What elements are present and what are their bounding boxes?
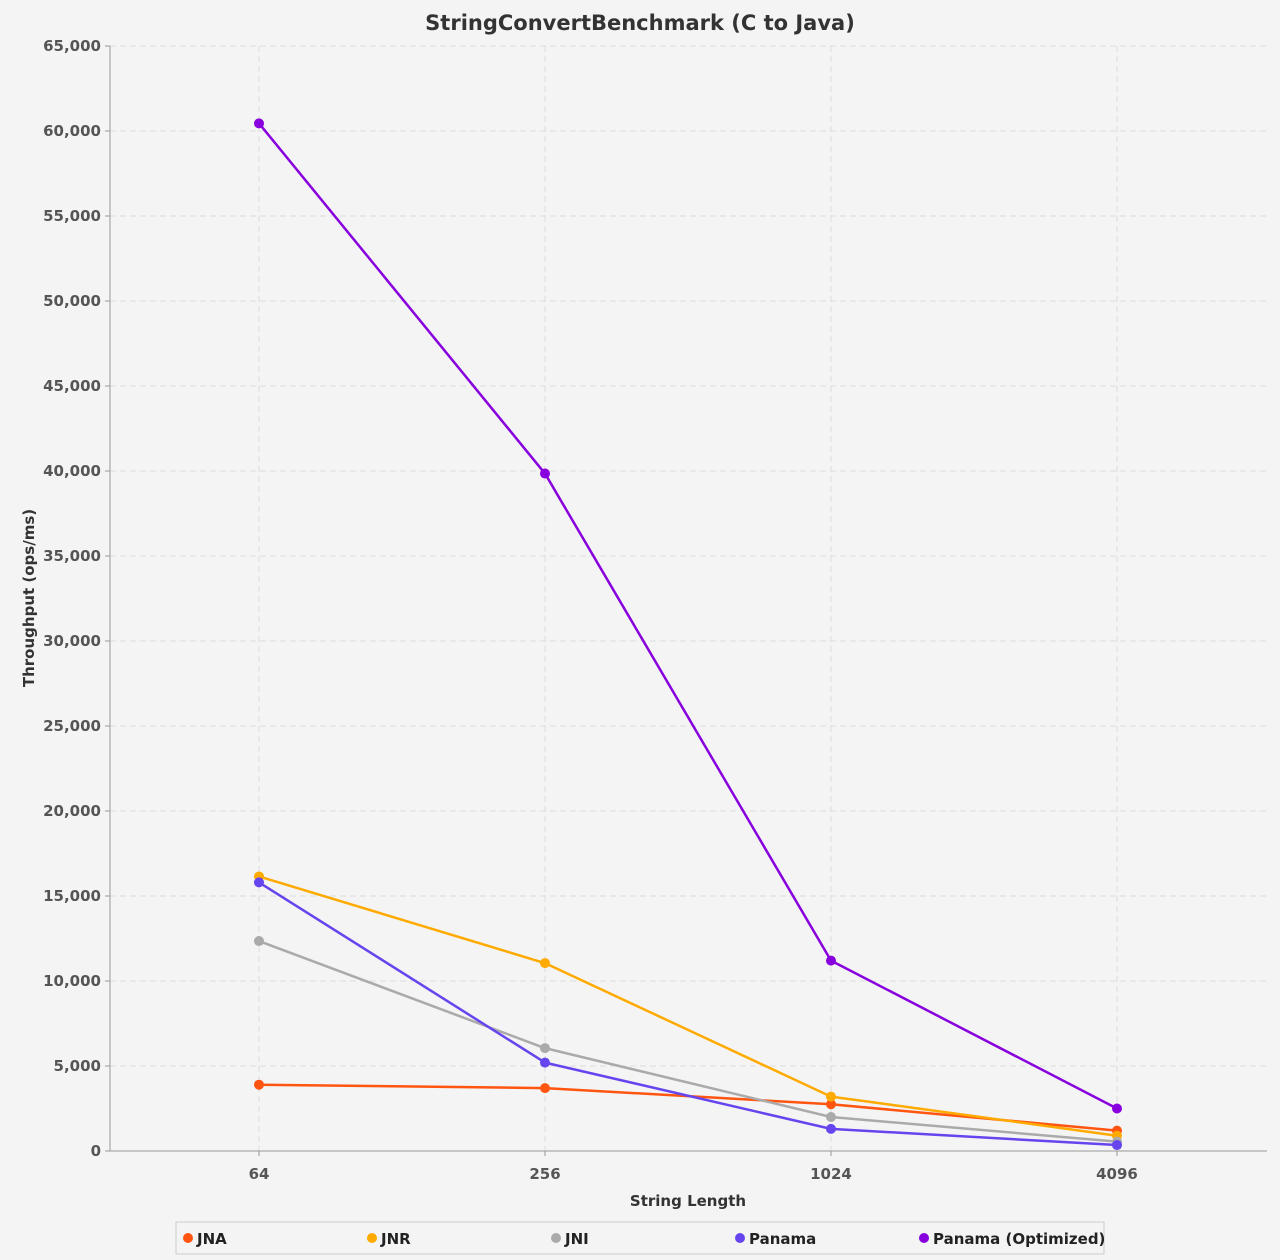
y-tick-label: 45,000 bbox=[43, 377, 101, 395]
series-line-jni bbox=[258, 939, 1118, 1143]
y-tick-label: 35,000 bbox=[43, 547, 101, 565]
chart-title: StringConvertBenchmark (C to Java) bbox=[425, 11, 855, 35]
y-tick-label: 60,000 bbox=[43, 122, 101, 140]
y-tick-label: 20,000 bbox=[43, 802, 101, 820]
legend-label: JNA bbox=[196, 1230, 227, 1248]
series-jni bbox=[254, 936, 1122, 1147]
series-panama-optimized bbox=[254, 118, 1122, 1114]
legend-label: Panama bbox=[749, 1230, 816, 1248]
legend-marker bbox=[735, 1233, 745, 1243]
legend-item-panama: Panama bbox=[735, 1230, 816, 1248]
legend-marker bbox=[919, 1233, 929, 1243]
legend-marker bbox=[183, 1233, 193, 1243]
series-layer bbox=[254, 118, 1122, 1151]
data-point-jni bbox=[540, 1043, 550, 1054]
x-tick-label: 1024 bbox=[810, 1165, 852, 1183]
legend-label: JNR bbox=[380, 1230, 411, 1248]
data-point-panama-optimized bbox=[1112, 1103, 1122, 1114]
y-tick-label: 40,000 bbox=[43, 462, 101, 480]
x-tick-label: 64 bbox=[249, 1165, 270, 1183]
legend-item-panama-optimized: Panama (Optimized) bbox=[919, 1230, 1105, 1248]
series-panama bbox=[254, 877, 1122, 1151]
y-tick-label: 15,000 bbox=[43, 887, 101, 905]
y-tick-label: 10,000 bbox=[43, 972, 101, 990]
legend-item-jna: JNA bbox=[183, 1230, 227, 1248]
data-point-panama bbox=[1112, 1140, 1122, 1151]
y-tick-label: 55,000 bbox=[43, 207, 101, 225]
y-tick-label: 50,000 bbox=[43, 292, 101, 310]
data-point-panama bbox=[826, 1123, 836, 1134]
data-point-panama bbox=[540, 1057, 550, 1068]
legend-box bbox=[175, 1221, 1105, 1255]
legend-label: Panama (Optimized) bbox=[933, 1230, 1105, 1248]
legend-label: JNI bbox=[564, 1230, 589, 1248]
x-axis-ticks: 64 256 1024 4096 bbox=[249, 1151, 1138, 1183]
data-point-panama bbox=[254, 877, 264, 888]
y-tick-label: 25,000 bbox=[43, 717, 101, 735]
data-point-jna bbox=[826, 1099, 836, 1110]
series-line-panama-optimized bbox=[258, 122, 1118, 1110]
data-point-jni bbox=[826, 1112, 836, 1122]
data-point-panama-optimized bbox=[254, 118, 264, 129]
data-point-jnr bbox=[826, 1091, 836, 1102]
x-axis-title: String Length bbox=[630, 1192, 746, 1210]
y-tick-label: 5,000 bbox=[54, 1057, 101, 1075]
y-tick-label: 30,000 bbox=[43, 632, 101, 650]
plot-area: 0 5,000 10,000 15,000 20,000 25,000 30,000 35,0… bbox=[43, 37, 1267, 1183]
x-tick-label: 4096 bbox=[1096, 1165, 1138, 1183]
data-point-panama-optimized bbox=[540, 468, 550, 479]
data-point-jni bbox=[254, 936, 264, 947]
legend-marker bbox=[367, 1233, 377, 1243]
data-point-jnr bbox=[540, 958, 550, 969]
x-tick-label: 256 bbox=[529, 1165, 560, 1183]
y-axis-ticks: 0 5,000 10,000 15,000 20,000 25,000 30,000 35,0… bbox=[43, 37, 110, 1160]
data-point-jna bbox=[540, 1083, 550, 1094]
y-tick-label: 0 bbox=[91, 1142, 101, 1160]
y-tick-label: 65,000 bbox=[43, 37, 101, 55]
legend-item-jnr: JNR bbox=[367, 1230, 411, 1248]
series-line-jnr bbox=[258, 875, 1118, 1137]
legend-item-jni: JNI bbox=[551, 1230, 589, 1248]
series-line-panama bbox=[258, 881, 1118, 1147]
data-point-jna bbox=[254, 1079, 264, 1090]
legend-items: JNA JNR JNI Panama Panama (Optimized) bbox=[183, 1230, 1105, 1248]
legend-marker bbox=[551, 1233, 561, 1243]
y-axis-title: Throughput (ops/ms) bbox=[20, 509, 38, 687]
data-point-panama-optimized bbox=[826, 955, 836, 966]
legend: JNA JNR JNI Panama Panama (Optimized) bbox=[175, 1221, 1105, 1255]
